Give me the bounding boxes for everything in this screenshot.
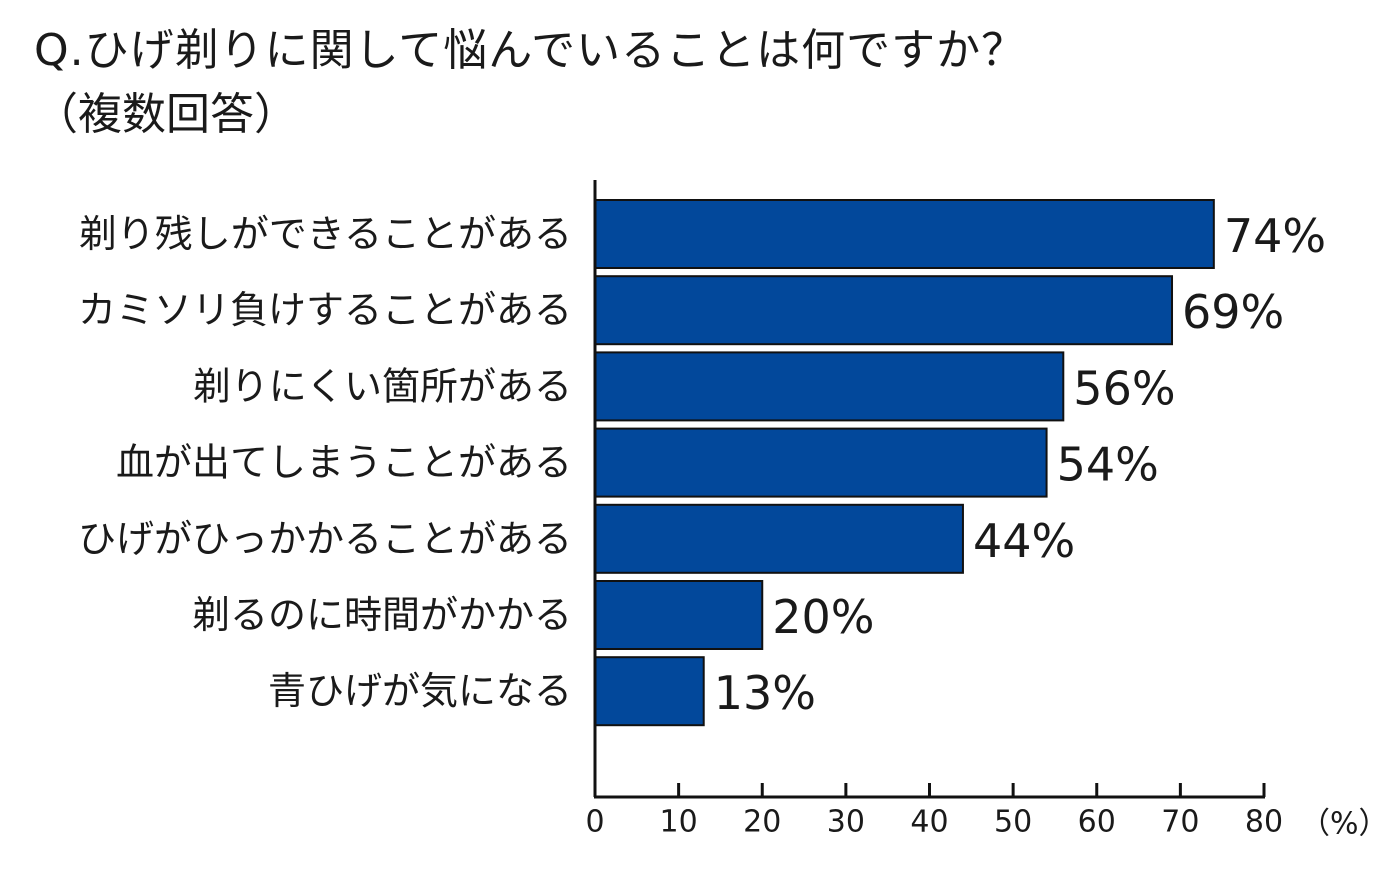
category-label: 青ひげが気になる xyxy=(268,669,572,713)
bar xyxy=(594,427,1048,498)
x-tick-label: 30 xyxy=(827,805,865,840)
bar xyxy=(594,351,1065,422)
x-tick-label: 0 xyxy=(585,805,604,840)
value-label: 13% xyxy=(714,666,816,720)
bar xyxy=(594,580,764,650)
value-label: 69% xyxy=(1182,285,1284,339)
value-label: 54% xyxy=(1057,438,1159,492)
bar xyxy=(594,199,1215,269)
x-tick-label: 40 xyxy=(910,805,948,840)
chart-subtitle: （複数回答） xyxy=(34,89,298,140)
bar xyxy=(594,275,1174,346)
x-tick-label: 80 xyxy=(1245,805,1283,840)
category-label: 剃り残しができることがある xyxy=(79,212,572,256)
x-axis-unit-label: （%） xyxy=(1300,807,1389,842)
bar xyxy=(594,503,964,574)
x-axis: 0 10 20 30 40 50 60 70 80 （%） xyxy=(585,180,1389,842)
x-tick-label: 50 xyxy=(994,805,1032,840)
category-label: 剃るのに時間がかかる xyxy=(192,593,572,637)
value-label: 44% xyxy=(973,514,1075,568)
x-tick-label: 70 xyxy=(1161,805,1199,840)
value-label: 20% xyxy=(772,590,874,644)
category-label: カミソリ負けすることがある xyxy=(78,288,572,332)
labels-layer: 剃り残しができることがある 74% カミソリ負けすることがある 69% 剃りにくい箇所が… xyxy=(78,209,1326,720)
x-tick-label: 60 xyxy=(1078,805,1116,840)
category-label: 血が出てしまうことがある xyxy=(116,441,572,485)
x-tick-label: 10 xyxy=(660,805,698,840)
category-label: ひげがひっかかることがある xyxy=(78,517,572,561)
x-tick-label: 20 xyxy=(743,805,781,840)
bar xyxy=(594,656,705,727)
category-label: 剃りにくい箇所がある xyxy=(193,364,572,408)
chart-title: Q.ひげ剃りに関して悩んでいることは何ですか？ xyxy=(34,25,1027,76)
value-label: 56% xyxy=(1073,361,1175,415)
bars-layer xyxy=(594,199,1215,727)
value-label: 74% xyxy=(1224,209,1326,263)
